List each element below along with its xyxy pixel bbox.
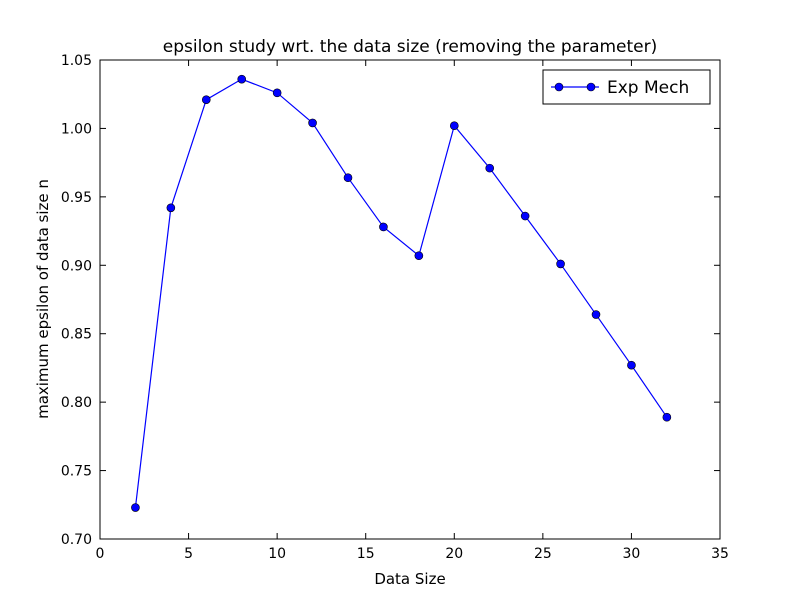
data-point bbox=[556, 259, 565, 269]
y-tick-label: 1.05 bbox=[61, 53, 92, 69]
y-tick-label: 0.80 bbox=[61, 395, 92, 411]
y-tick-label: 0.90 bbox=[61, 258, 92, 274]
data-point bbox=[379, 222, 388, 232]
y-axis-label: maximum epsilon of data size n bbox=[34, 179, 52, 419]
x-tick-label: 30 bbox=[623, 546, 641, 562]
data-point bbox=[662, 412, 672, 422]
y-tick-label: 0.85 bbox=[61, 327, 92, 343]
data-point bbox=[237, 74, 247, 84]
y-tick-label: 1.00 bbox=[61, 121, 92, 137]
chart-title: epsilon study wrt. the data size (removi… bbox=[163, 37, 658, 57]
data-point bbox=[485, 163, 495, 173]
y-tick-label: 0.75 bbox=[61, 464, 92, 480]
legend: Exp Mech bbox=[542, 69, 711, 105]
series-layer bbox=[131, 74, 672, 512]
plot-frame bbox=[99, 59, 721, 540]
data-point bbox=[131, 503, 140, 512]
data-point bbox=[166, 203, 176, 213]
axis-ticks: 0 5 10 15 20 25 30 35 0.70 0.75 0.80 0.85 0.90 0.95 1.… bbox=[61, 53, 729, 562]
x-tick-label: 25 bbox=[534, 546, 552, 562]
legend-marker bbox=[586, 82, 596, 92]
legend-marker bbox=[554, 82, 564, 92]
data-point bbox=[201, 95, 211, 104]
data-point bbox=[343, 173, 353, 182]
y-tick-label: 0.95 bbox=[61, 190, 92, 206]
x-tick-label: 20 bbox=[445, 546, 463, 562]
legend-label: Exp Mech bbox=[607, 78, 689, 98]
x-tick-label: 0 bbox=[96, 546, 105, 562]
x-tick-label: 5 bbox=[184, 546, 193, 562]
data-point bbox=[414, 251, 424, 261]
series-line bbox=[134, 78, 668, 508]
data-point bbox=[627, 360, 636, 370]
x-tick-label: 35 bbox=[711, 546, 729, 562]
x-axis-label: Data Size bbox=[374, 570, 445, 588]
x-tick-label: 15 bbox=[357, 546, 375, 562]
data-point bbox=[449, 121, 459, 130]
data-point bbox=[272, 88, 282, 98]
y-tick-label: 0.70 bbox=[61, 532, 92, 548]
data-point bbox=[591, 310, 601, 319]
data-point bbox=[520, 211, 530, 221]
data-point bbox=[308, 118, 317, 128]
x-tick-label: 10 bbox=[268, 546, 286, 562]
